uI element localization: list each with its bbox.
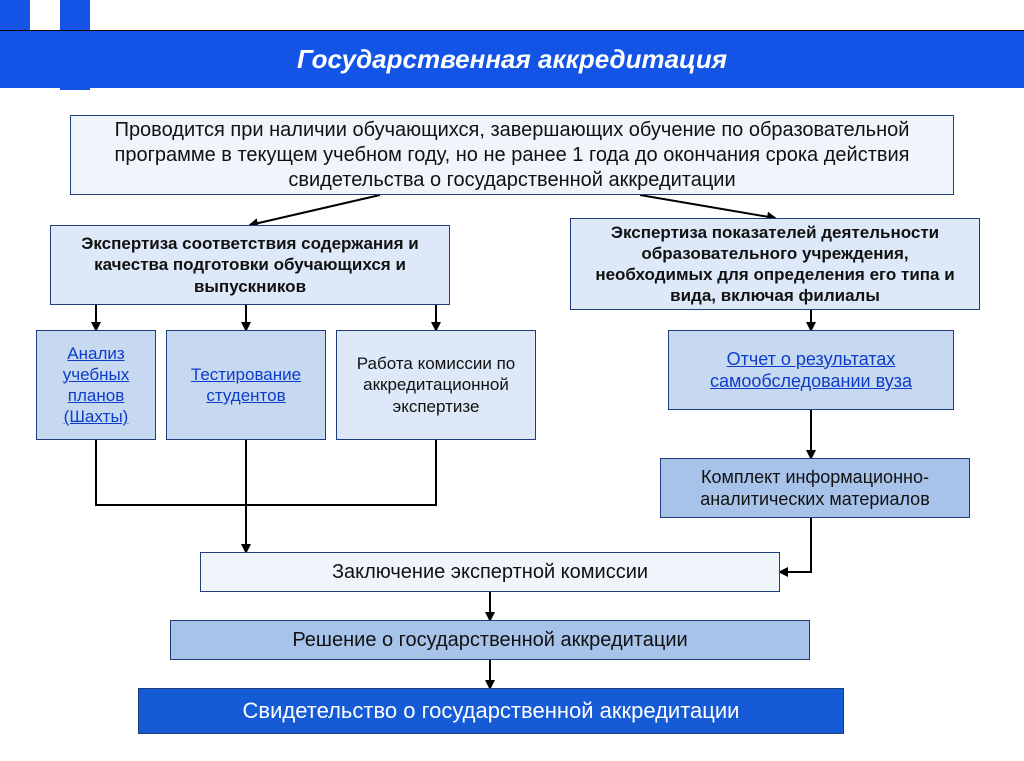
node-exp_right: Экспертиза показателей деятельности обра… [570, 218, 980, 310]
node-label: Свидетельство о государственной аккредит… [243, 697, 740, 725]
node-cond: Проводится при наличии обучающихся, заве… [70, 115, 954, 195]
node-r2: Комплект информационно-аналитических мат… [660, 458, 970, 518]
node-label: Решение о государственной аккредитации [292, 628, 687, 653]
node-label: Заключение экспертной комиссии [332, 560, 648, 585]
node-r1[interactable]: Отчет о результатах самообследовании вуз… [668, 330, 954, 410]
node-label: Комплект информационно-аналитических мат… [671, 466, 959, 511]
node-label: Экспертиза показателей деятельности обра… [581, 222, 969, 307]
node-exp_left: Экспертиза соответствия содержания и кач… [50, 225, 450, 305]
node-label: Анализ учебных планов (Шахты) [47, 343, 145, 428]
edge [246, 440, 436, 505]
edge [640, 195, 775, 218]
node-l1[interactable]: Анализ учебных планов (Шахты) [36, 330, 156, 440]
diagram-stage: Государственная аккредитация Проводится п… [0, 0, 1024, 761]
node-label: Отчет о результатах самообследовании вуз… [679, 348, 943, 393]
edge [780, 518, 811, 572]
node-l2[interactable]: Тестирование студентов [166, 330, 326, 440]
node-concl: Заключение экспертной комиссии [200, 552, 780, 592]
deco-square [60, 0, 90, 30]
node-label: Работа комиссии по аккредитационной эксп… [347, 353, 525, 417]
node-l3: Работа комиссии по аккредитационной эксп… [336, 330, 536, 440]
node-decision: Решение о государственной аккредитации [170, 620, 810, 660]
node-title: Государственная аккредитация [0, 30, 1024, 88]
node-label: Государственная аккредитация [297, 43, 727, 76]
edge [96, 440, 246, 552]
node-cert: Свидетельство о государственной аккредит… [138, 688, 844, 734]
edge [250, 195, 380, 225]
node-label: Проводится при наличии обучающихся, заве… [81, 118, 943, 193]
node-label: Экспертиза соответствия содержания и кач… [61, 233, 439, 297]
deco-square [0, 0, 30, 30]
node-label: Тестирование студентов [177, 364, 315, 407]
